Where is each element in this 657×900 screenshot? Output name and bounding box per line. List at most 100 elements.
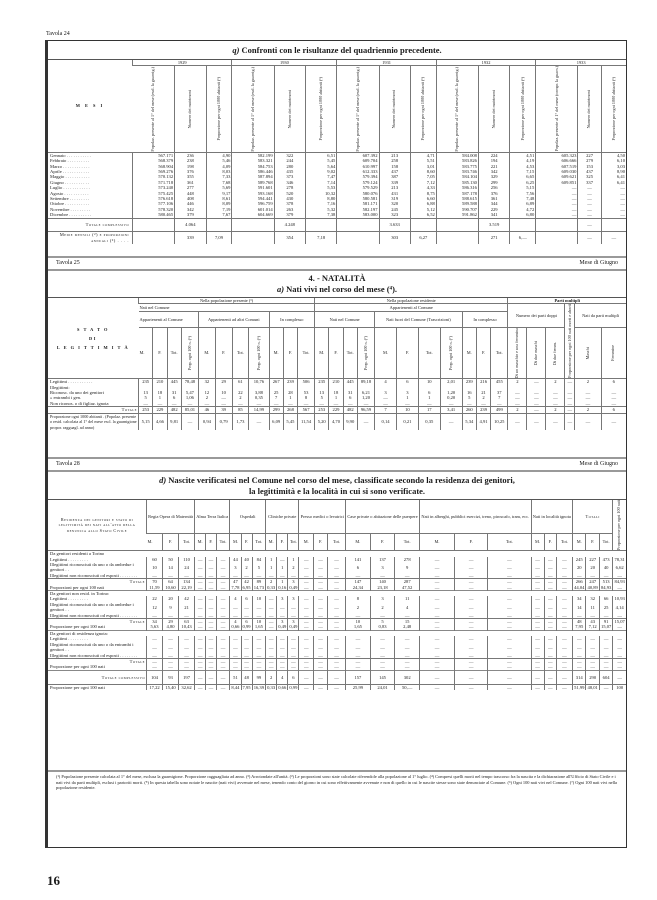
cell: 28 [282, 390, 298, 396]
cell: — [507, 400, 527, 407]
cell: — [454, 636, 488, 642]
cell: 341 [477, 212, 510, 219]
cell: 604 [598, 669, 613, 685]
cell: — [162, 652, 179, 659]
cell: — [543, 624, 557, 631]
table-row: Totale complessivo 104 93 197— — —51 48 99 2 4 6— —… [48, 669, 626, 685]
cell: 1 [395, 395, 419, 401]
cell: — [487, 612, 532, 619]
cell: 10,93 [612, 596, 626, 602]
cell: — [152, 400, 168, 407]
cell: 14,99 [248, 406, 270, 414]
cell: — [313, 683, 328, 691]
cell: — [555, 624, 573, 631]
cell: 50,— [394, 683, 420, 691]
cell: — [369, 658, 395, 665]
cell: — [326, 578, 346, 585]
cell: — [298, 624, 314, 631]
f-header: F. [276, 533, 288, 552]
cell: — [543, 683, 557, 691]
cell: — [145, 641, 163, 653]
cell: 239 [475, 406, 491, 414]
m-header: M. [418, 533, 455, 552]
cell: — [454, 641, 488, 653]
cell: 258 [378, 158, 411, 164]
cell: 9,17 [205, 190, 232, 196]
cell: 319 [378, 195, 411, 202]
cell: — [251, 601, 266, 613]
cell: 10 [417, 378, 441, 385]
cell: 1 [276, 561, 288, 573]
cell: 568.904 [131, 163, 175, 169]
cell [507, 384, 527, 391]
cell: — [314, 400, 329, 407]
prop-multipli-text: Proporzione per ogni 100 nati morti e ab… [566, 304, 572, 379]
cell: 0,35 [248, 395, 270, 401]
cell: — [313, 584, 328, 591]
nati-vivi-table: S T A T O DI L E G I T T I M I T À Nella… [48, 298, 626, 430]
cell: 7,12 [585, 624, 600, 631]
cell: — [564, 378, 575, 385]
cell: — [180, 412, 199, 430]
cell: — [265, 636, 277, 642]
cell: — [194, 669, 206, 685]
cell: — [418, 652, 455, 659]
cell: 4,66 [152, 412, 168, 430]
cell: 587.178 [435, 190, 479, 196]
cell [342, 384, 358, 391]
table-row: Illegittimi non riconosciuti od esposti … [48, 572, 626, 579]
cell: — [162, 572, 179, 579]
cell: — [530, 636, 545, 642]
cell: — [543, 572, 557, 579]
group-header: Cliniche private [265, 500, 299, 535]
cell: 0,83 [369, 624, 395, 631]
cell: — [287, 652, 299, 659]
cell: 591.601 [231, 185, 275, 191]
cell: 23,18 [369, 584, 395, 591]
cell: 5,20 [314, 412, 329, 430]
cell: — [418, 578, 455, 585]
pop-header-text: Popolaz. presente al 1° del mese (compr.… [553, 66, 559, 152]
cell: — [194, 652, 206, 659]
cell: 50 [162, 556, 179, 562]
cell: — [418, 641, 455, 653]
cell: — [369, 612, 395, 619]
cell: 213 [378, 185, 411, 191]
cell: — [585, 658, 600, 665]
cell: 229 [477, 206, 510, 213]
mese-label-2: Mese di Giugno [579, 461, 618, 467]
tot-header: Tot. [417, 327, 441, 380]
cell: 198 [174, 163, 207, 169]
cell: 48,01 [585, 683, 600, 691]
pop-header-text: Popolaz. presente al 1° del mese (escl. … [454, 66, 460, 152]
cell: — [598, 683, 613, 691]
cell: — [240, 572, 253, 579]
cell: — [418, 556, 455, 562]
tot-header: Tot. [231, 327, 249, 380]
cell: — [530, 641, 545, 653]
cell [564, 384, 575, 391]
table-row: Illegittimi riconosciuti da uno o da ent… [48, 641, 626, 653]
table-row: Luglio . . . . . . . . . . . . 573.240 277… [48, 185, 626, 191]
cell: 10 [251, 596, 266, 602]
t1-title-text: Confronti con le risultanze del quadrien… [241, 45, 442, 55]
cell: 0,16 [276, 584, 288, 591]
cell: 11,54 [297, 412, 315, 430]
cell: — [194, 612, 206, 619]
cell: 20 [572, 561, 586, 573]
cell: 437 [378, 168, 411, 175]
f-header: F. [152, 327, 168, 380]
marriages-table: M E S I 1929 1930 1931 1932 1933 Popolaz… [48, 60, 626, 245]
cell: — [535, 185, 578, 191]
cell: 0,33 [265, 683, 277, 691]
cell: — [326, 596, 346, 602]
cell: 607.519 [535, 163, 578, 169]
cell: 4,90 [205, 152, 232, 159]
cell: — [454, 618, 488, 625]
cell: — [585, 612, 600, 619]
cell: 7,19 [205, 206, 232, 213]
cell: — [313, 601, 328, 613]
row-label: Da genitori residenti a Torino [50, 551, 105, 557]
cell: — [369, 664, 395, 671]
cell [439, 384, 463, 391]
